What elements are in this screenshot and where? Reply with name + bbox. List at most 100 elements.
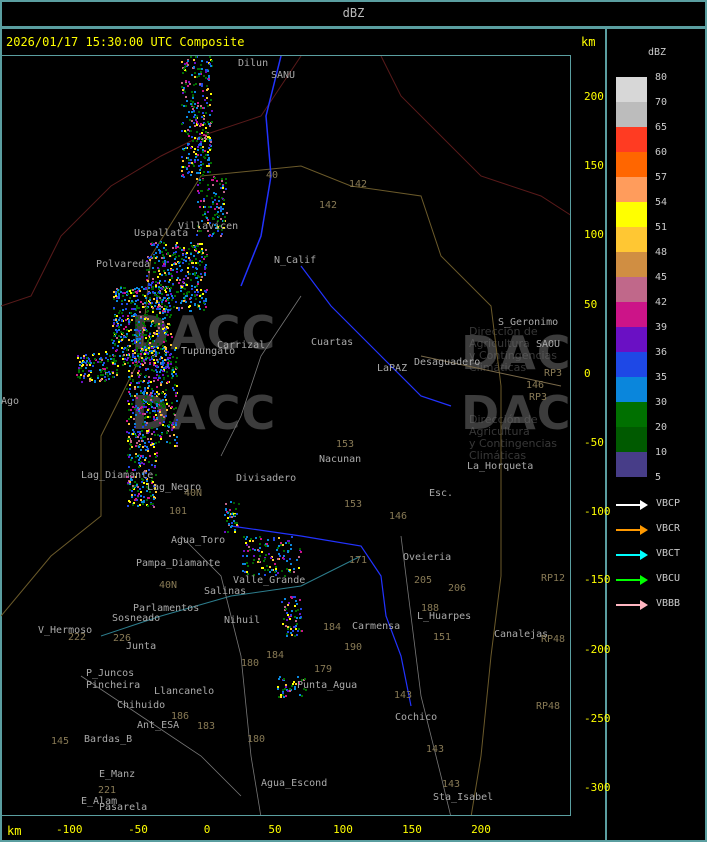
echo-pixel <box>159 422 161 424</box>
echo-pixel <box>185 275 187 277</box>
echo-pixel <box>158 332 160 334</box>
echo-pixel <box>142 303 144 305</box>
echo-pixel <box>149 333 151 335</box>
echo-pixel <box>178 262 180 264</box>
echo-pixel <box>289 688 291 690</box>
echo-pixel <box>203 118 205 120</box>
x-tick-label: -50 <box>128 823 148 836</box>
echo-pixel <box>163 404 165 406</box>
echo-pixel <box>147 340 149 342</box>
echo-pixel <box>128 466 130 468</box>
legend-value: 36 <box>655 347 668 358</box>
echo-pixel <box>131 494 133 496</box>
echo-pixel <box>159 411 161 413</box>
echo-pixel <box>137 486 139 488</box>
echo-pixel <box>150 402 152 404</box>
echo-pixel <box>284 606 286 608</box>
echo-pixel <box>122 351 124 353</box>
echo-pixel <box>169 442 171 444</box>
echo-pixel <box>225 188 227 190</box>
echo-pixel <box>133 502 135 504</box>
echo-pixel <box>270 557 272 559</box>
echo-pixel <box>161 392 163 394</box>
echo-pixel <box>129 297 131 299</box>
echo-pixel <box>153 416 155 418</box>
echo-pixel <box>162 265 164 267</box>
echo-pixel <box>171 373 173 375</box>
echo-pixel <box>199 169 201 171</box>
echo-pixel <box>79 364 81 366</box>
echo-pixel <box>190 103 192 105</box>
echo-pixel <box>296 623 298 625</box>
echo-pixel <box>127 362 129 364</box>
echo-pixel <box>207 171 209 173</box>
echo-pixel <box>183 297 185 299</box>
echo-pixel <box>134 288 136 290</box>
echo-pixel <box>147 387 149 389</box>
legend-swatch <box>616 402 647 427</box>
echo-pixel <box>197 149 199 151</box>
echo-pixel <box>161 257 163 259</box>
echo-pixel <box>128 300 130 302</box>
echo-pixel <box>135 359 137 361</box>
echo-pixel <box>144 314 146 316</box>
route-label: 146 <box>389 511 408 522</box>
echo-pixel <box>217 211 219 213</box>
echo-pixel <box>288 616 290 618</box>
echo-pixel <box>174 384 176 386</box>
echo-pixel <box>259 555 261 557</box>
echo-pixel <box>149 259 151 261</box>
echo-pixel <box>215 193 217 195</box>
echo-pixel <box>199 182 201 184</box>
echo-pixel <box>202 90 204 92</box>
echo-pixel <box>273 539 275 541</box>
echo-pixel <box>139 290 141 292</box>
echo-pixel <box>140 437 142 439</box>
echo-pixel <box>192 273 194 275</box>
radar-map[interactable]: DACC DACC DACC DACC Dirección de Agricul… <box>0 55 571 816</box>
echo-pixel <box>136 305 138 307</box>
echo-pixel <box>294 596 296 598</box>
echo-pixel <box>112 376 114 378</box>
echo-pixel <box>244 563 246 565</box>
echo-pixel <box>144 470 146 472</box>
echo-pixel <box>157 343 159 345</box>
echo-pixel <box>190 174 192 176</box>
echo-pixel <box>138 410 140 412</box>
echo-pixel <box>202 214 204 216</box>
echo-pixel <box>195 119 197 121</box>
echo-pixel <box>161 357 163 359</box>
echo-pixel <box>297 630 299 632</box>
echo-pixel <box>191 111 193 113</box>
place-label: Oveieria <box>403 552 452 563</box>
echo-pixel <box>181 258 183 260</box>
watermark-line: y Contingencias Climáticas <box>469 349 558 374</box>
echo-pixel <box>173 434 175 436</box>
echo-pixel <box>200 230 202 232</box>
route-label: 221 <box>98 785 117 796</box>
echo-pixel <box>174 439 176 441</box>
echo-pixel <box>190 159 192 161</box>
echo-pixel <box>151 464 153 466</box>
echo-pixel <box>146 499 148 501</box>
echo-pixel <box>148 269 150 271</box>
echo-pixel <box>167 299 169 301</box>
echo-pixel <box>165 300 167 302</box>
echo-pixel <box>112 347 114 349</box>
echo-pixel <box>198 226 200 228</box>
echo-pixel <box>146 314 148 316</box>
echo-pixel <box>83 377 85 379</box>
echo-pixel <box>197 245 199 247</box>
echo-pixel <box>196 107 198 109</box>
echo-pixel <box>140 380 142 382</box>
echo-pixel <box>264 558 266 560</box>
echo-pixel <box>169 357 171 359</box>
echo-pixel <box>200 273 202 275</box>
echo-pixel <box>89 380 91 382</box>
echo-pixel <box>166 409 168 411</box>
y-tick-label: -300 <box>584 781 611 794</box>
echo-pixel <box>167 311 169 313</box>
echo-pixel <box>160 400 162 402</box>
echo-pixel <box>220 206 222 208</box>
legend-swatch <box>616 127 647 152</box>
